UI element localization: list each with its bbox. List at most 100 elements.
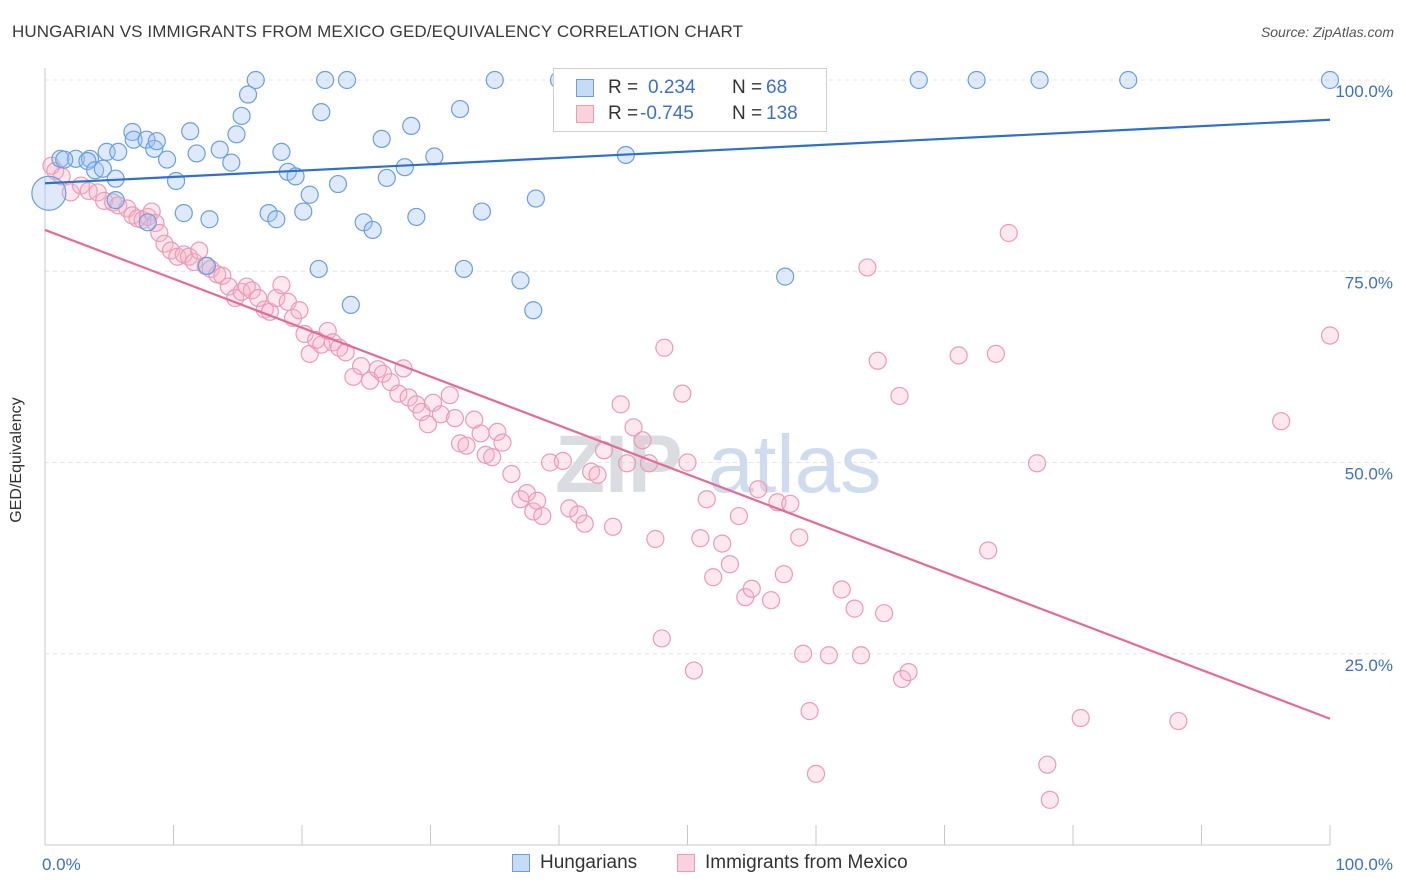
point-hungarians <box>407 207 426 227</box>
point-mexico <box>603 517 623 536</box>
legend-r-label: R = <box>608 77 639 98</box>
point-hungarians <box>402 116 421 136</box>
y-tick-label: 25.0% <box>1345 656 1393 675</box>
point-mexico <box>794 644 813 663</box>
point-hungarians <box>1320 70 1340 90</box>
point-mexico <box>1038 755 1057 774</box>
point-mexico <box>704 568 723 587</box>
point-mexico <box>1040 790 1059 809</box>
point-hungarians <box>272 142 291 162</box>
point-mexico <box>493 433 512 452</box>
point-hungarians <box>78 151 97 171</box>
point-mexico <box>146 213 165 233</box>
point-mexico <box>1320 326 1340 345</box>
point-mexico <box>560 499 579 518</box>
point-hungarians-large <box>31 175 67 211</box>
y-tick-label: 100.0% <box>1335 82 1393 101</box>
point-mexico <box>652 629 671 648</box>
point-mexico <box>517 484 536 503</box>
point-mexico <box>851 646 871 665</box>
point-mexico <box>123 206 142 225</box>
point-mexico <box>553 451 572 471</box>
x-tick-label-min: 0.0% <box>42 855 81 874</box>
point-mexico <box>528 491 547 510</box>
point-mexico <box>684 661 704 680</box>
point-mexico <box>832 580 851 599</box>
point-mexico <box>524 502 543 521</box>
legend-n-value: 68 <box>766 77 788 98</box>
point-mexico <box>142 202 161 221</box>
point-mexico <box>949 346 968 365</box>
bottom-legend-swatch-pink <box>677 854 695 872</box>
point-hungarians <box>80 149 100 168</box>
point-mexico <box>179 247 199 266</box>
point-mexico <box>1027 454 1047 473</box>
point-mexico <box>845 599 864 618</box>
point-mexico <box>471 424 490 443</box>
legend-n-value: 138 <box>766 103 798 124</box>
point-mexico <box>781 494 800 513</box>
point-mexico <box>79 181 98 201</box>
point-hungarians <box>93 159 112 178</box>
point-mexico <box>673 384 692 403</box>
point-mexico <box>431 405 450 424</box>
point-mexico <box>729 506 749 526</box>
point-mexico <box>488 422 507 441</box>
legend-n-label: N = <box>732 77 763 98</box>
point-mexico <box>892 669 912 689</box>
point-mexico <box>352 357 371 376</box>
point-hungarians <box>246 70 265 90</box>
point-hungarians <box>425 147 444 166</box>
point-hungarians <box>227 125 246 144</box>
point-hungarians <box>86 161 105 180</box>
point-hungarians <box>363 220 382 240</box>
point-hungarians <box>372 129 391 149</box>
y-tick-label: 50.0% <box>1345 465 1393 484</box>
point-mexico <box>249 288 268 308</box>
axes <box>44 68 1331 846</box>
series-mexico-points <box>42 156 1340 809</box>
point-mexico <box>588 465 607 484</box>
point-hungarians <box>337 70 357 90</box>
point-mexico <box>761 591 781 610</box>
point-hungarians <box>200 210 219 229</box>
point-mexico <box>155 234 174 253</box>
point-hungarians <box>776 267 795 286</box>
point-mexico <box>440 386 459 405</box>
bottom-legend-label: Immigrants from Mexico <box>705 852 908 873</box>
point-mexico <box>575 514 594 533</box>
trend-line-hungarians <box>44 118 1331 185</box>
point-mexico <box>502 464 521 484</box>
tick-labels: 25.0% 50.0% 75.0% 100.0% 0.0% 100.0% <box>42 82 1393 874</box>
point-mexico <box>806 764 826 783</box>
point-mexico <box>213 266 232 285</box>
point-mexico <box>272 275 291 295</box>
point-mexico <box>290 301 309 320</box>
point-hungarians <box>300 185 319 204</box>
point-hungarians <box>454 259 474 279</box>
point-mexico <box>800 702 819 721</box>
legend-swatch-pink <box>576 105 594 123</box>
point-mexico <box>678 453 697 472</box>
point-mexico <box>691 529 710 548</box>
point-mexico <box>774 565 793 584</box>
legend-r-label: R = <box>608 103 639 124</box>
point-hungarians <box>312 103 331 122</box>
point-hungarians <box>109 142 128 162</box>
point-hungarians <box>341 295 360 315</box>
point-hungarians <box>124 130 143 149</box>
source-label: Source: ZipAtlas.com <box>1260 24 1394 40</box>
point-hungarians <box>138 213 157 232</box>
point-hungarians <box>328 174 348 194</box>
watermark: ZIP atlas <box>555 419 881 510</box>
point-hungarians <box>166 171 186 191</box>
point-hungarians <box>232 106 251 126</box>
point-hungarians <box>210 140 229 159</box>
point-mexico <box>389 384 408 403</box>
point-mexico <box>1272 412 1291 431</box>
point-mexico <box>697 490 716 509</box>
point-hungarians <box>294 202 313 221</box>
point-hungarians <box>526 189 545 208</box>
point-hungarians <box>106 191 125 210</box>
